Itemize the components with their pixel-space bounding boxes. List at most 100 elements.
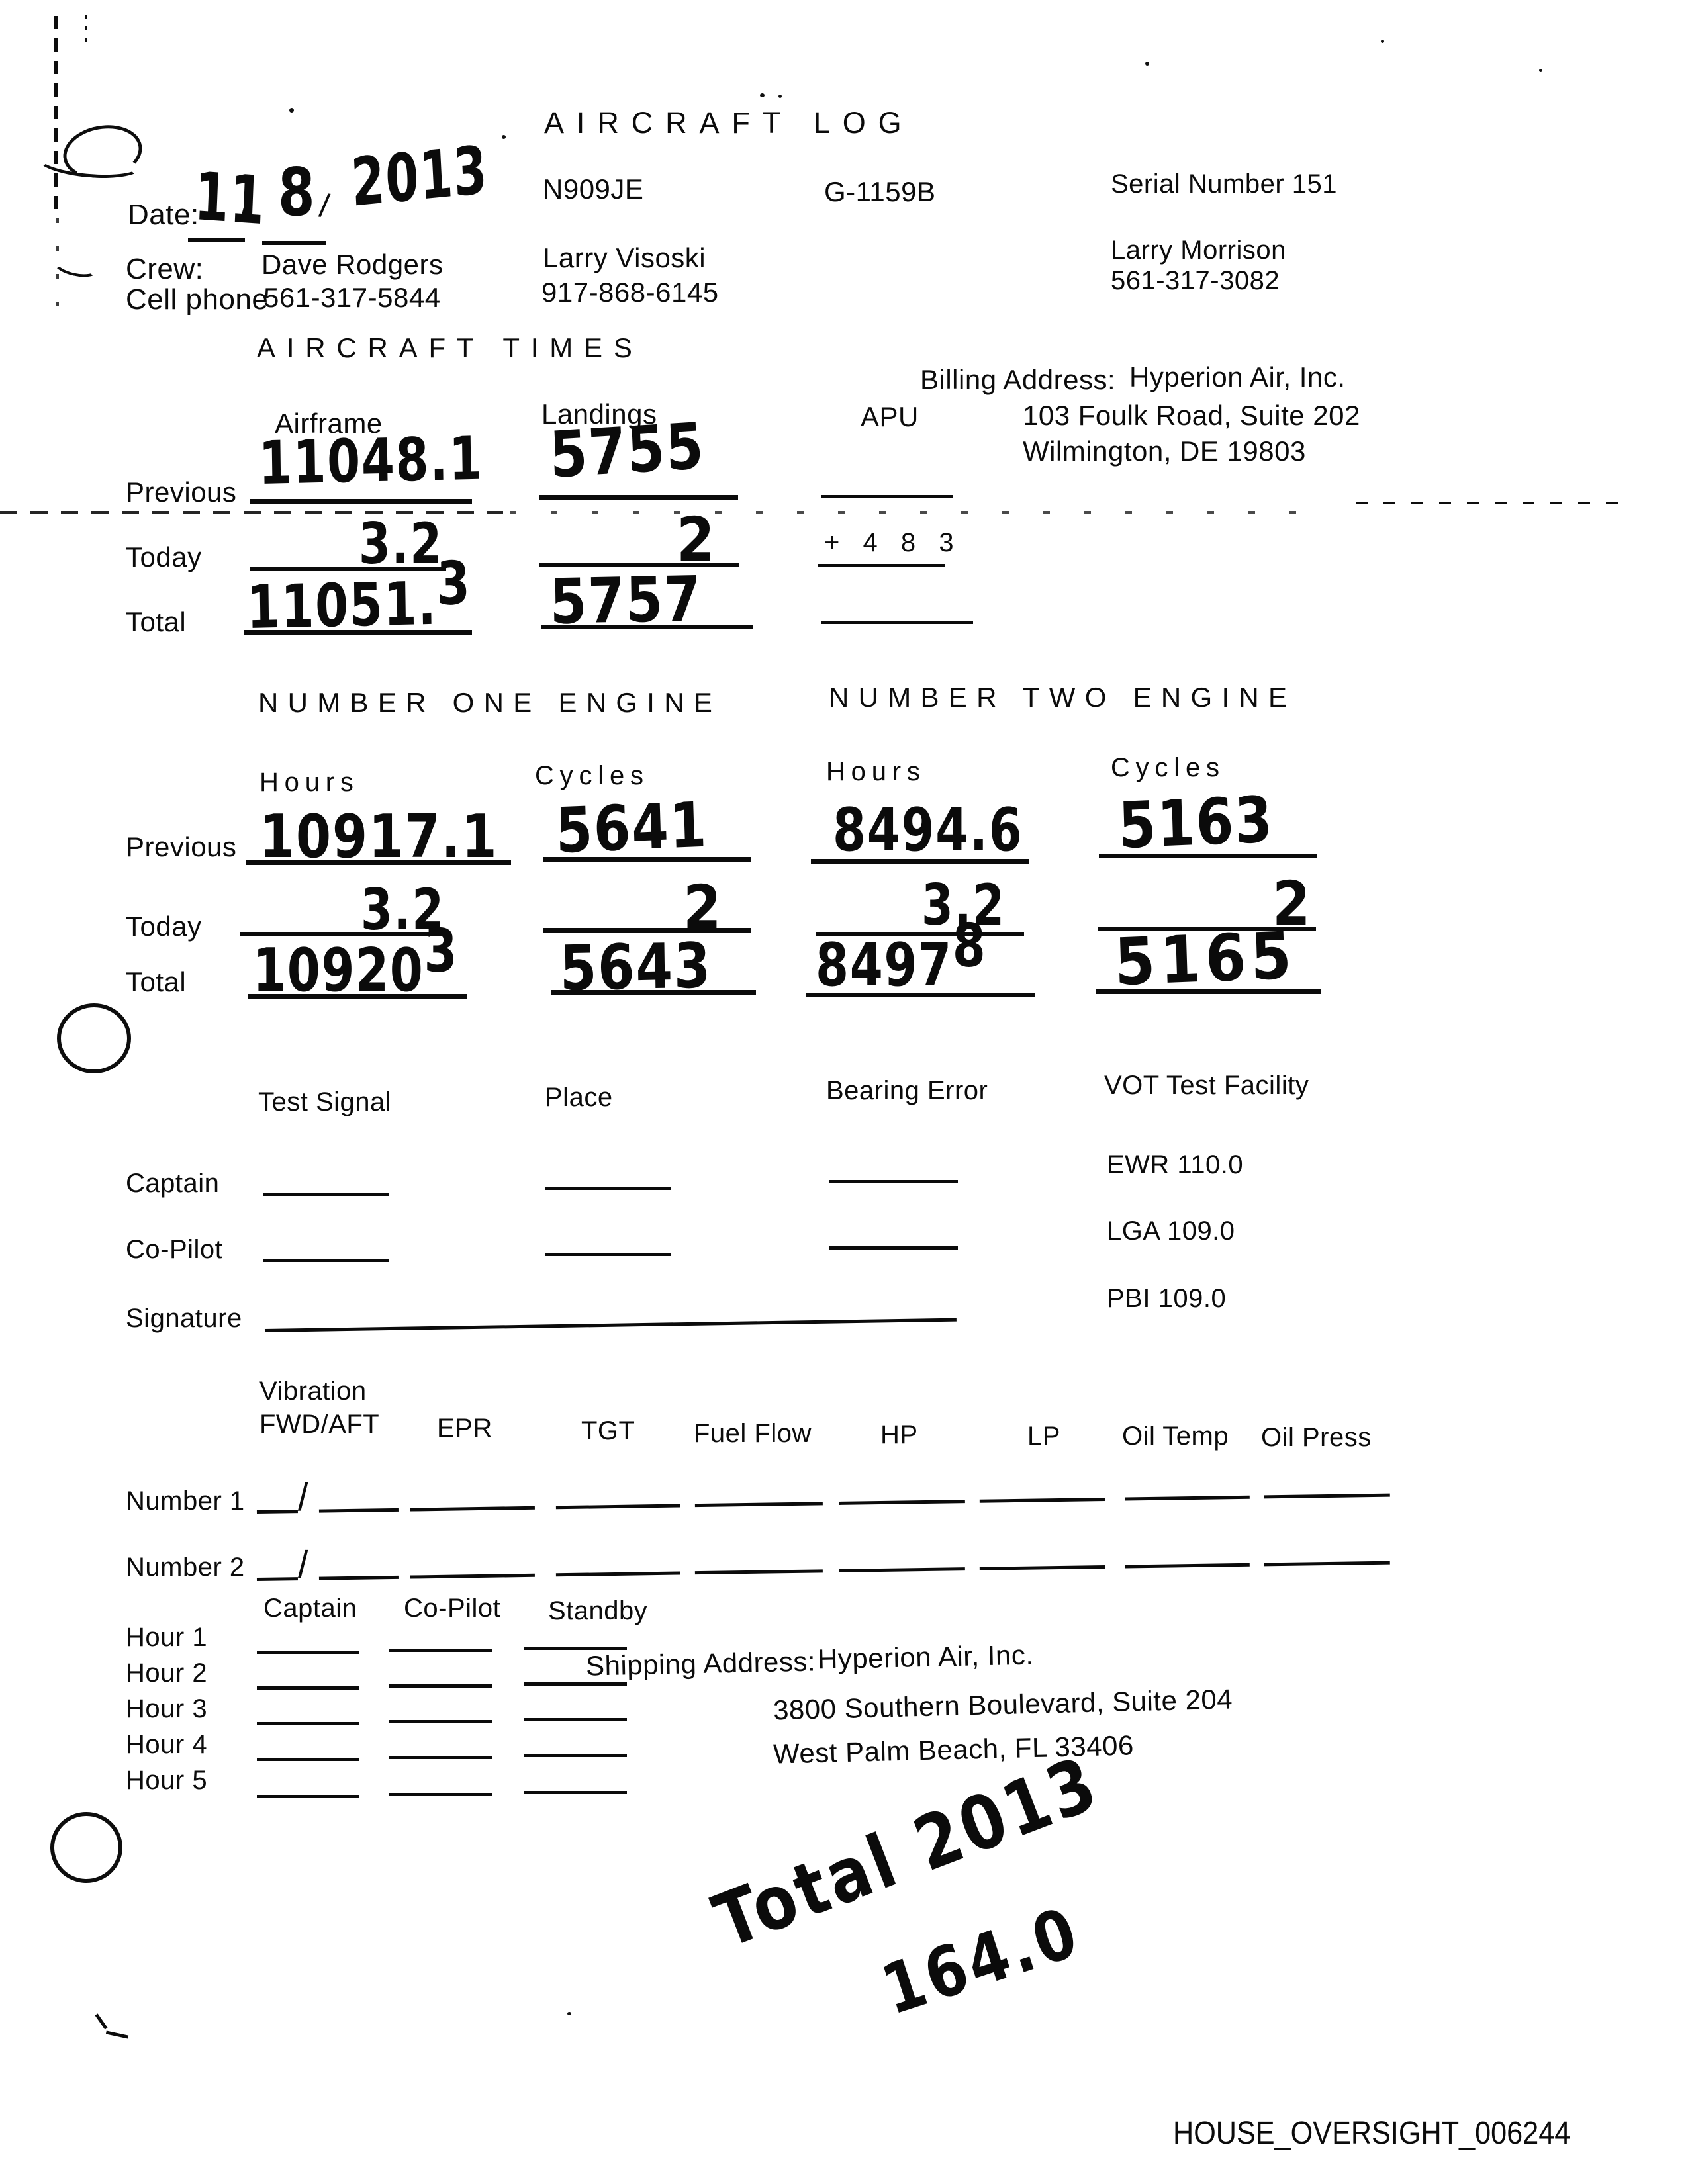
engine1-hours-header: Hours xyxy=(259,768,359,797)
tgt-column-header: TGT xyxy=(581,1416,635,1445)
copilot-test-signal-line xyxy=(263,1259,389,1262)
times-today-row-label: Today xyxy=(126,541,202,572)
vot-facility-ewr: EWR 110.0 xyxy=(1107,1150,1244,1179)
vot-captain-row-label: Captain xyxy=(126,1169,220,1198)
lp-column-header: LP xyxy=(1027,1422,1060,1451)
copilot-place-line xyxy=(545,1253,671,1256)
crew-pilot1-name: Dave Rodgers xyxy=(261,249,444,280)
hour5-copilot-line xyxy=(389,1793,492,1796)
times-previous-row-label: Previous xyxy=(126,477,237,508)
number1-fwd-aft-slash: / xyxy=(297,1475,309,1520)
scan-speck xyxy=(567,2012,571,2015)
previous-landings-line xyxy=(539,495,738,500)
number2-fwd-aft-slash: / xyxy=(297,1543,309,1587)
hour2-captain-line xyxy=(257,1686,359,1690)
scan-mark-bottom-left-2 xyxy=(105,2030,129,2039)
engine2-today-cycles-line xyxy=(1098,927,1316,931)
document-id-stamp: HOUSE_OVERSIGHT_006244 xyxy=(1173,2116,1571,2151)
scan-left-margin-dotted-line xyxy=(56,218,59,318)
shipping-street: 3800 Southern Boulevard, Suite 204 xyxy=(773,1683,1233,1726)
today-apu-line xyxy=(818,564,945,567)
date-separator-1: / xyxy=(240,194,249,228)
fwd-aft-header: FWD/AFT xyxy=(259,1410,380,1439)
number1-row-label: Number 1 xyxy=(126,1486,245,1516)
engines-today-row-label: Today xyxy=(126,911,202,942)
apu-column-header: APU xyxy=(861,401,919,432)
aircraft-model: G-1159B xyxy=(824,176,936,207)
aircraft-times-title: AIRCRAFT TIMES xyxy=(257,332,643,363)
airframe-column-header: Airframe xyxy=(275,408,383,439)
scan-speck xyxy=(502,135,506,139)
scan-speck xyxy=(1145,62,1149,66)
scan-speck xyxy=(1539,69,1542,72)
scan-speck xyxy=(289,108,294,113)
hour4-row-label: Hour 4 xyxy=(126,1730,208,1759)
date-month-value: 11 xyxy=(193,158,267,240)
hour2-standby-line xyxy=(524,1682,627,1686)
date-day-value: 8 xyxy=(278,154,316,231)
engine2-previous-hours-line xyxy=(811,859,1029,864)
engine2-previous-cycles-value: 5163 xyxy=(1117,782,1275,863)
engine1-today-cycles-line xyxy=(543,928,751,933)
oil-press-column-header: Oil Press xyxy=(1261,1423,1372,1452)
scan-corner-dotted-line xyxy=(85,15,87,46)
bearing-error-column-header: Bearing Error xyxy=(826,1076,988,1105)
date-day-line xyxy=(262,241,326,245)
engine2-total-cycles-line xyxy=(1096,989,1321,994)
previous-airframe-line xyxy=(250,499,472,504)
hours-standby-column-header: Standby xyxy=(548,1596,648,1625)
engine1-total-hours-line xyxy=(248,994,467,999)
engine2-title: NUMBER TWO ENGINE xyxy=(829,682,1297,713)
fuel-flow-column-header: Fuel Flow xyxy=(694,1419,812,1448)
hour5-standby-line xyxy=(524,1791,627,1794)
hour3-standby-line xyxy=(524,1718,627,1721)
crew-label: Crew: xyxy=(126,253,204,285)
engine1-title: NUMBER ONE ENGINE xyxy=(258,687,722,718)
total-apu-line xyxy=(821,621,973,624)
previous-airframe-value: 11048.1 xyxy=(258,424,484,498)
total-landings-line xyxy=(541,625,753,629)
hole-punch-circle-top xyxy=(57,1003,131,1073)
handwritten-total-value: 164.0 xyxy=(872,1891,1090,2031)
hour3-copilot-line xyxy=(389,1720,492,1723)
captain-bearing-error-line xyxy=(829,1180,958,1183)
engine2-previous-cycles-line xyxy=(1099,854,1317,858)
page-title: AIRCRAFT LOG xyxy=(544,106,914,140)
crew-pilot2-name: Larry Visoski xyxy=(543,242,706,273)
billing-city: Wilmington, DE 19803 xyxy=(1023,435,1306,467)
date-month-line xyxy=(188,238,245,242)
hours-captain-column-header: Captain xyxy=(263,1594,357,1623)
engine2-total-hours-line xyxy=(806,993,1035,997)
today-airframe-value: 3.2 xyxy=(359,511,443,577)
engine1-total-hours-value: 109203 xyxy=(253,916,459,1005)
shipping-company: Hyperion Air, Inc. xyxy=(817,1639,1034,1675)
crew-pilot2-phone: 917-868-6145 xyxy=(541,277,719,308)
hour2-copilot-line xyxy=(389,1684,492,1688)
hours-copilot-column-header: Co-Pilot xyxy=(404,1594,501,1623)
vot-facility-lga: LGA 109.0 xyxy=(1107,1216,1235,1246)
engine2-total-cycles-value: 5165 xyxy=(1113,918,1297,1001)
number1-row-lines: / xyxy=(256,1476,1397,1519)
engine2-cycles-header: Cycles xyxy=(1111,753,1225,782)
billing-company: Hyperion Air, Inc. xyxy=(1129,361,1346,392)
cell-phone-label: Cell phone xyxy=(126,283,269,316)
engine2-today-hours-value: 3.2 xyxy=(921,872,1006,938)
crew-pilot3-name: Larry Morrison xyxy=(1111,236,1286,265)
captain-place-line xyxy=(545,1187,671,1190)
scan-mark-bottom-left-1 xyxy=(95,2013,108,2030)
engine2-hours-header: Hours xyxy=(826,757,926,786)
scan-fold-dashed-line-mid xyxy=(510,511,1311,514)
scan-left-margin-dashed-line xyxy=(54,16,58,216)
engine1-previous-hours-value: 10917.1 xyxy=(259,802,498,872)
engine2-previous-hours-value: 8494.6 xyxy=(833,796,1023,865)
billing-address-label: Billing Address: xyxy=(920,364,1116,395)
engine1-previous-cycles-line xyxy=(543,857,751,862)
total-airframe-line xyxy=(244,630,472,635)
hole-punch-circle-bottom xyxy=(50,1812,122,1883)
today-landings-line xyxy=(539,563,739,567)
signature-line xyxy=(264,1318,957,1332)
previous-apu-line xyxy=(821,495,953,498)
hour4-captain-line xyxy=(257,1758,359,1761)
epr-column-header: EPR xyxy=(437,1414,492,1443)
